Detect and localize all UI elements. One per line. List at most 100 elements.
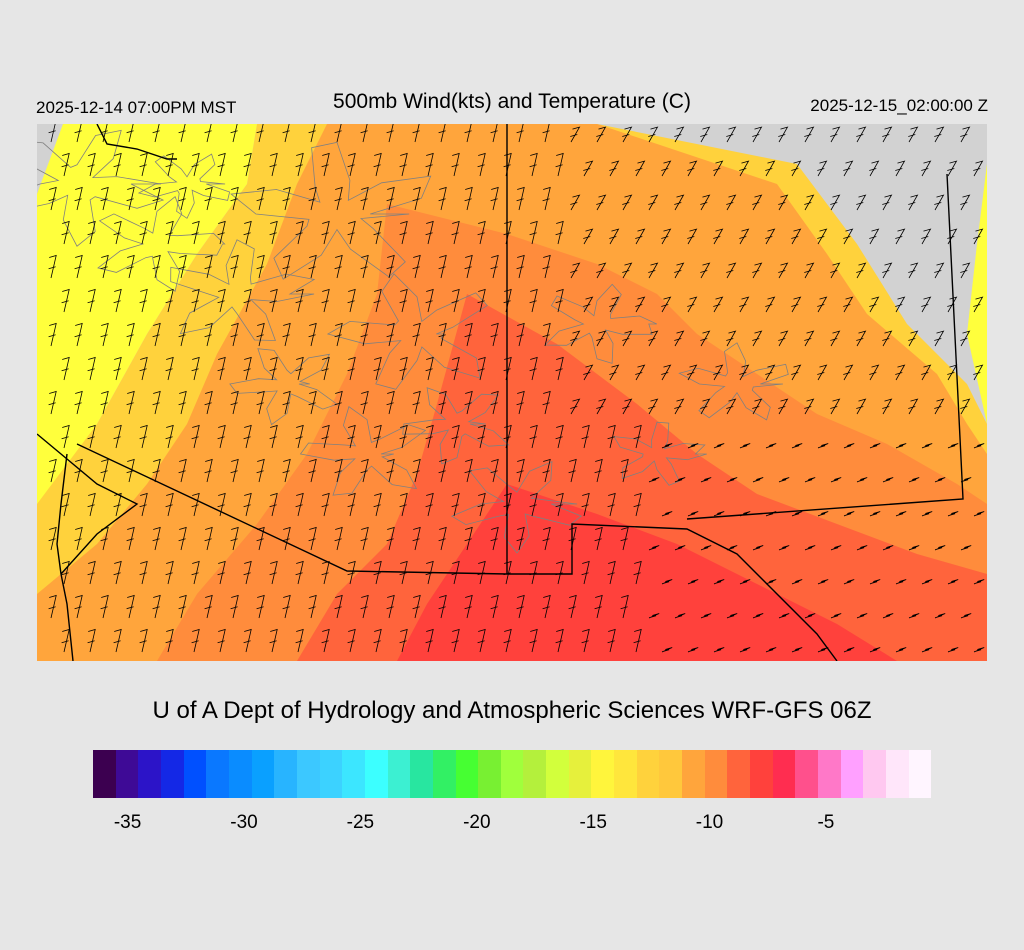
wind-barb [594, 526, 603, 551]
wind-barb [830, 545, 842, 551]
wind-barb [139, 628, 148, 653]
wind-barb [542, 458, 551, 483]
temperature-wind-map [37, 124, 987, 661]
wind-barb [334, 458, 343, 483]
wind-barb [217, 492, 226, 517]
wind-barb [321, 220, 330, 245]
wind-barb [451, 220, 460, 245]
wind-barb [152, 390, 161, 415]
colorbar-swatch [455, 750, 479, 798]
wind-barb [464, 390, 473, 415]
wind-barb [48, 254, 57, 279]
wind-barb [74, 526, 83, 551]
wind-barb [542, 390, 551, 415]
wind-barb [804, 262, 815, 279]
wind-barb [568, 458, 577, 483]
wind-barb [48, 458, 57, 483]
wind-barb [581, 424, 590, 449]
wind-barb [256, 594, 265, 619]
temperature-colorbar [93, 750, 932, 798]
wind-barb [791, 228, 802, 245]
wind-barb [503, 288, 512, 313]
wind-barb [661, 228, 672, 245]
wind-barb [843, 579, 855, 585]
colorbar-tick-label: -5 [817, 812, 835, 833]
state-boundary-mexico [76, 443, 838, 661]
wind-barb [152, 254, 161, 279]
wind-barb [191, 152, 200, 177]
wind-barb [700, 194, 711, 211]
colorbar-swatch [636, 750, 660, 798]
wind-barb [661, 160, 672, 177]
wind-barb [700, 398, 711, 415]
wind-barb [74, 124, 82, 143]
wind-barb [726, 477, 738, 483]
wind-barb [856, 330, 867, 347]
wind-barb [713, 296, 724, 313]
wind-barb [477, 560, 486, 585]
wind-barb [726, 545, 738, 551]
wind-barb [360, 594, 369, 619]
state-boundary-ca-nv [37, 433, 139, 575]
wind-barb [947, 647, 959, 653]
wind-barb [243, 288, 252, 313]
wind-barb [765, 647, 777, 653]
wind-barb [48, 186, 57, 211]
wind-barb [921, 579, 933, 585]
wind-barb [804, 398, 815, 415]
wind-barb [100, 254, 109, 279]
wind-barb [960, 194, 971, 211]
wind-barb [726, 262, 737, 279]
wind-barb [152, 594, 161, 619]
colorbar-swatch [591, 750, 615, 798]
colorbar-swatch [342, 750, 365, 798]
wind-barb [360, 526, 369, 551]
wind-barb [308, 186, 317, 211]
wind-barb [921, 511, 933, 517]
wind-barb [633, 560, 642, 585]
wind-barb [596, 262, 607, 279]
wind-barb [869, 160, 880, 177]
terrain-contour [613, 421, 707, 486]
wind-barb [529, 560, 538, 585]
wind-barb [542, 526, 551, 551]
wind-barb [477, 288, 486, 313]
wind-barb [165, 424, 174, 449]
wind-barb [622, 194, 633, 211]
wind-barb [934, 477, 946, 483]
wind-barb [100, 458, 109, 483]
wind-barb [178, 186, 187, 211]
colorbar-swatch [296, 750, 320, 798]
wind-barb [817, 647, 829, 653]
wind-barb [622, 330, 633, 347]
wind-barb [869, 579, 881, 585]
map-title: 500mb Wind(kts) and Temperature (C) [333, 90, 691, 113]
wind-barb [960, 398, 971, 415]
wind-barb [869, 443, 881, 449]
colorbar-swatch [183, 750, 207, 798]
wind-barb [243, 628, 252, 653]
wind-barb [126, 124, 134, 143]
wind-barb [542, 186, 551, 211]
wind-barb [464, 594, 473, 619]
wind-barb [178, 526, 187, 551]
wind-barb [973, 511, 985, 517]
wind-barb [139, 492, 148, 517]
wind-barb [477, 424, 486, 449]
colorbar-tick-label: -15 [579, 812, 607, 833]
wind-barb [256, 322, 265, 347]
wind-barb [791, 579, 803, 585]
wind-barb [921, 228, 932, 245]
wind-barb [739, 511, 751, 517]
wind-barb [568, 594, 577, 619]
wind-barb [752, 477, 764, 483]
wind-barb [856, 477, 868, 483]
wind-barb [568, 526, 577, 551]
wind-barb [739, 160, 750, 177]
wind-barb [269, 152, 278, 177]
wind-barb [399, 628, 408, 653]
wind-barb [674, 477, 686, 483]
wind-barb [295, 424, 304, 449]
wind-barb [882, 545, 894, 551]
wind-barb [778, 330, 789, 347]
